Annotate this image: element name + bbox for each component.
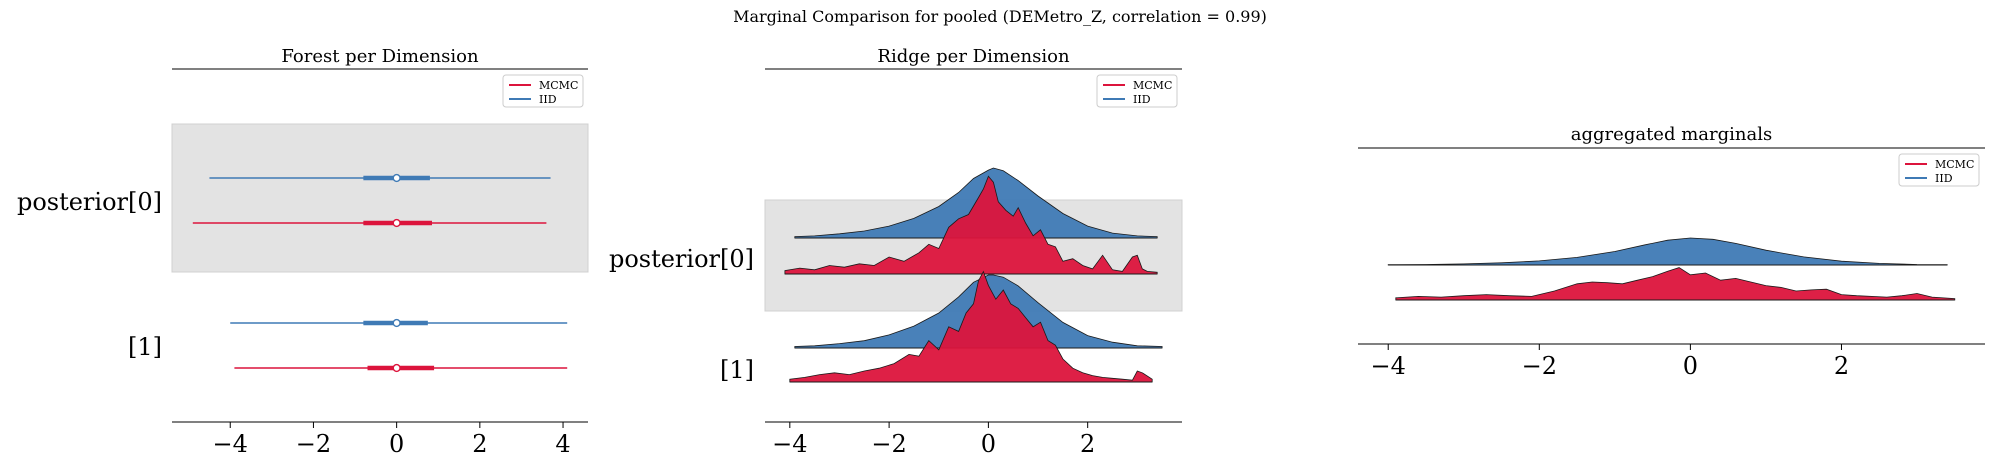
x-tick-label-0-0: −4 <box>213 430 248 458</box>
x-tick-label-0-3: 2 <box>472 430 487 458</box>
legend-label-2-1: IID <box>1935 172 1953 185</box>
figure-suptitle: Marginal Comparison for pooled (DEMetro_… <box>733 7 1267 26</box>
ridge-mcmc-1-1 <box>789 270 1153 383</box>
forest-median-1-1 <box>392 363 401 373</box>
x-tick-label-2-0: −4 <box>1371 352 1406 380</box>
forest-median-1-0 <box>392 318 401 328</box>
x-tick-label-0-4: 4 <box>555 430 570 458</box>
legend-label-0-0: MCMC <box>539 79 578 92</box>
x-tick-label-0-2: 0 <box>389 430 404 458</box>
axes-title-2: aggregated marginals <box>1571 124 1772 145</box>
row-label-0-0: posterior[0] <box>17 188 162 216</box>
x-tick-label-2-2: 0 <box>1683 352 1698 380</box>
forest-median-0-1 <box>392 218 401 228</box>
legend-label-1-0: MCMC <box>1133 79 1172 92</box>
x-tick-label-1-0: −4 <box>772 430 807 458</box>
x-tick-label-2-1: −2 <box>1522 352 1557 380</box>
row-label-1-0: posterior[0] <box>609 245 754 273</box>
highlight-band-0 <box>171 123 589 273</box>
x-tick-label-2-3: 2 <box>1834 352 1849 380</box>
legend-label-1-1: IID <box>1133 93 1151 106</box>
x-tick-label-1-3: 2 <box>1080 430 1095 458</box>
legend-label-2-0: MCMC <box>1935 158 1974 171</box>
legend-label-0-1: IID <box>539 93 557 106</box>
ridge-mcmc-2-0 <box>1395 267 1956 301</box>
row-label-0-1: [1] <box>128 333 162 361</box>
forest-median-0-0 <box>392 173 401 183</box>
row-label-1-1: [1] <box>720 356 754 384</box>
x-tick-label-1-2: 0 <box>981 430 996 458</box>
axes-title-1: Ridge per Dimension <box>877 46 1070 67</box>
axes-title-0: Forest per Dimension <box>281 46 479 67</box>
x-tick-label-0-1: −2 <box>296 430 331 458</box>
ridge-iid-2-0 <box>1387 237 1948 266</box>
x-tick-label-1-1: −2 <box>871 430 906 458</box>
ridge-mcmc-1-0 <box>784 175 1158 275</box>
